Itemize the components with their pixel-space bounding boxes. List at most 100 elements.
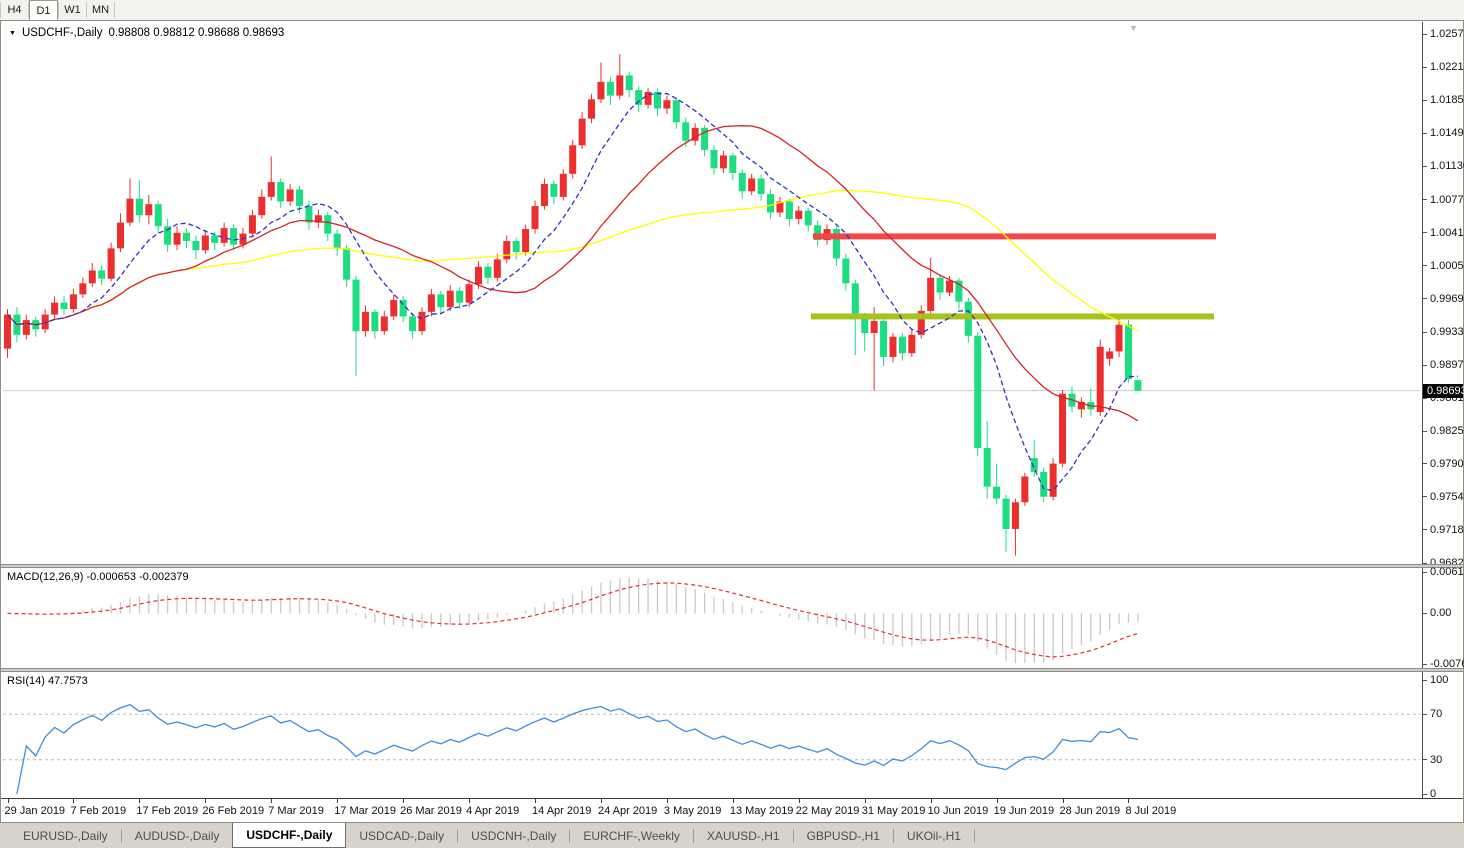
date-tick <box>666 799 668 803</box>
tab-usdchf-daily[interactable]: USDCHF-,Daily <box>232 823 347 848</box>
date-tick <box>996 799 998 803</box>
macd-label: MACD(12,26,9) -0.000653 -0.002379 <box>7 571 189 583</box>
date-label: 17 Mar 2019 <box>334 805 396 817</box>
rsi-label: 30 <box>1430 753 1443 766</box>
timeframe-d1-button[interactable]: D1 <box>29 0 58 20</box>
price-axis[interactable]: 0.98693 1.02570 1.02210 1.01850 1.01490 1.01… <box>1422 22 1464 569</box>
tab-usdcad-daily[interactable]: USDCAD-,Daily <box>359 828 445 843</box>
price-tick <box>1423 562 1427 564</box>
chart-window: ▼ USDCHF-,Daily 0.98808 0.98812 0.98688 … <box>0 20 1464 822</box>
tab-divider <box>892 828 894 843</box>
tab-divider <box>457 828 459 843</box>
price-tick <box>1423 99 1427 101</box>
price-tick <box>1423 529 1427 531</box>
date-tick <box>403 799 405 803</box>
tab-xauusd-h1[interactable]: XAUUSD-,H1 <box>706 828 780 843</box>
symbol-period-label: USDCHF-,Daily <box>21 27 103 39</box>
price-tick <box>1423 331 1427 333</box>
date-label: 17 Feb 2019 <box>136 805 199 817</box>
tab-gbpusd-h1[interactable]: GBPUSD-,H1 <box>806 828 880 843</box>
toolbar-separator <box>58 2 59 18</box>
date-label: 28 Jun 2019 <box>1059 805 1121 817</box>
date-label: 8 Jul 2019 <box>1125 805 1177 817</box>
tab-divider <box>120 828 122 843</box>
pane-splitter[interactable] <box>1 668 1463 672</box>
collapse-triangle-icon[interactable]: ▼ <box>9 29 16 37</box>
price-tick <box>1423 430 1427 432</box>
candlestick-chart[interactable] <box>1 22 1422 564</box>
toolbar-separator <box>28 2 29 18</box>
ohlc-values: 0.98808 0.98812 0.98688 0.98693 <box>108 27 285 39</box>
timeframe-h4-button[interactable]: H4 <box>7 4 22 16</box>
rsi-label: 0 <box>1430 788 1437 800</box>
date-tick <box>73 799 75 803</box>
macd-tick <box>1423 571 1427 573</box>
price-label: 1.01130 <box>1430 160 1464 173</box>
date-tick <box>7 799 9 803</box>
macd-chart[interactable] <box>1 568 1422 668</box>
price-label: 1.02570 <box>1430 28 1464 40</box>
date-tick <box>600 799 602 803</box>
macd-label: -0.007612 <box>1430 658 1464 671</box>
date-tick <box>535 799 537 803</box>
timeframe-mn-button[interactable]: MN <box>91 4 110 16</box>
tab-eurusd-daily[interactable]: EURUSD-,Daily <box>23 828 108 843</box>
price-tick <box>1423 132 1427 134</box>
tab-eurchf-weekly[interactable]: EURCHF-,Weekly <box>583 828 680 843</box>
date-label: 3 May 2019 <box>663 805 722 817</box>
chart-title: ▼ USDCHF-,Daily 0.98808 0.98812 0.98688 … <box>9 27 284 39</box>
toolbar-separator <box>114 2 115 18</box>
current-price-badge: 0.98693 <box>1423 383 1464 398</box>
date-label: 19 Jun 2019 <box>993 805 1055 817</box>
rsi-label: 70 <box>1430 708 1443 721</box>
pane-splitter[interactable] <box>1 564 1463 568</box>
date-axis[interactable]: 29 Jan 2019 7 Feb 2019 17 Feb 2019 26 Feb 2… <box>1 798 1463 822</box>
rsi-tick <box>1423 793 1427 795</box>
tab-divider <box>792 828 794 843</box>
rsi-label: RSI(14) 47.7573 <box>7 675 88 687</box>
macd-label: 0.00613 <box>1430 566 1464 579</box>
tab-usdcnh-daily[interactable]: USDCNH-,Daily <box>471 828 557 843</box>
date-label: 29 Jan 2019 <box>4 805 66 817</box>
date-label: 24 Apr 2019 <box>597 805 658 817</box>
macd-pane[interactable]: MACD(12,26,9) -0.000653 -0.002379 <box>1 568 1422 668</box>
rsi-tick <box>1423 713 1427 715</box>
date-tick <box>337 799 339 803</box>
date-label: 7 Mar 2019 <box>268 805 324 817</box>
symbol-tab-bar: EURUSD-,Daily AUDUSD-,Daily USDCHF-,Dail… <box>0 822 1464 848</box>
date-tick <box>205 799 207 803</box>
rsi-pane[interactable]: RSI(14) 47.7573 <box>1 672 1422 798</box>
price-tick <box>1423 66 1427 68</box>
price-tick <box>1423 199 1427 201</box>
main-price-pane[interactable]: ▼ USDCHF-,Daily 0.98808 0.98812 0.98688 … <box>1 22 1422 564</box>
rsi-axis[interactable]: 100 70 30 0 <box>1422 672 1463 800</box>
macd-axis[interactable]: 0.00613 0.00 -0.007612 <box>1422 566 1464 671</box>
price-tick <box>1423 232 1427 234</box>
date-label: 22 May 2019 <box>795 805 860 817</box>
rsi-chart[interactable] <box>1 672 1422 798</box>
price-label: 1.02210 <box>1430 61 1464 74</box>
price-tick <box>1423 165 1427 167</box>
date-label: 31 May 2019 <box>861 805 926 817</box>
price-tick <box>1423 463 1427 465</box>
timeframe-w1-button[interactable]: W1 <box>64 4 81 16</box>
price-tick <box>1423 496 1427 498</box>
toolbar-separator <box>0 2 1 18</box>
chart-shift-icon[interactable]: ▼ <box>1129 23 1138 33</box>
tab-audusd-daily[interactable]: AUDUSD-,Daily <box>134 828 220 843</box>
price-label: 1.00410 <box>1430 226 1464 239</box>
tab-divider <box>569 828 571 843</box>
date-tick <box>1128 799 1130 803</box>
tab-ukoil-h1[interactable]: UKOil-,H1 <box>906 828 961 843</box>
date-label: 13 May 2019 <box>729 805 794 817</box>
rsi-label: 100 <box>1430 674 1449 686</box>
date-tick <box>864 799 866 803</box>
date-label: 10 Jun 2019 <box>927 805 989 817</box>
